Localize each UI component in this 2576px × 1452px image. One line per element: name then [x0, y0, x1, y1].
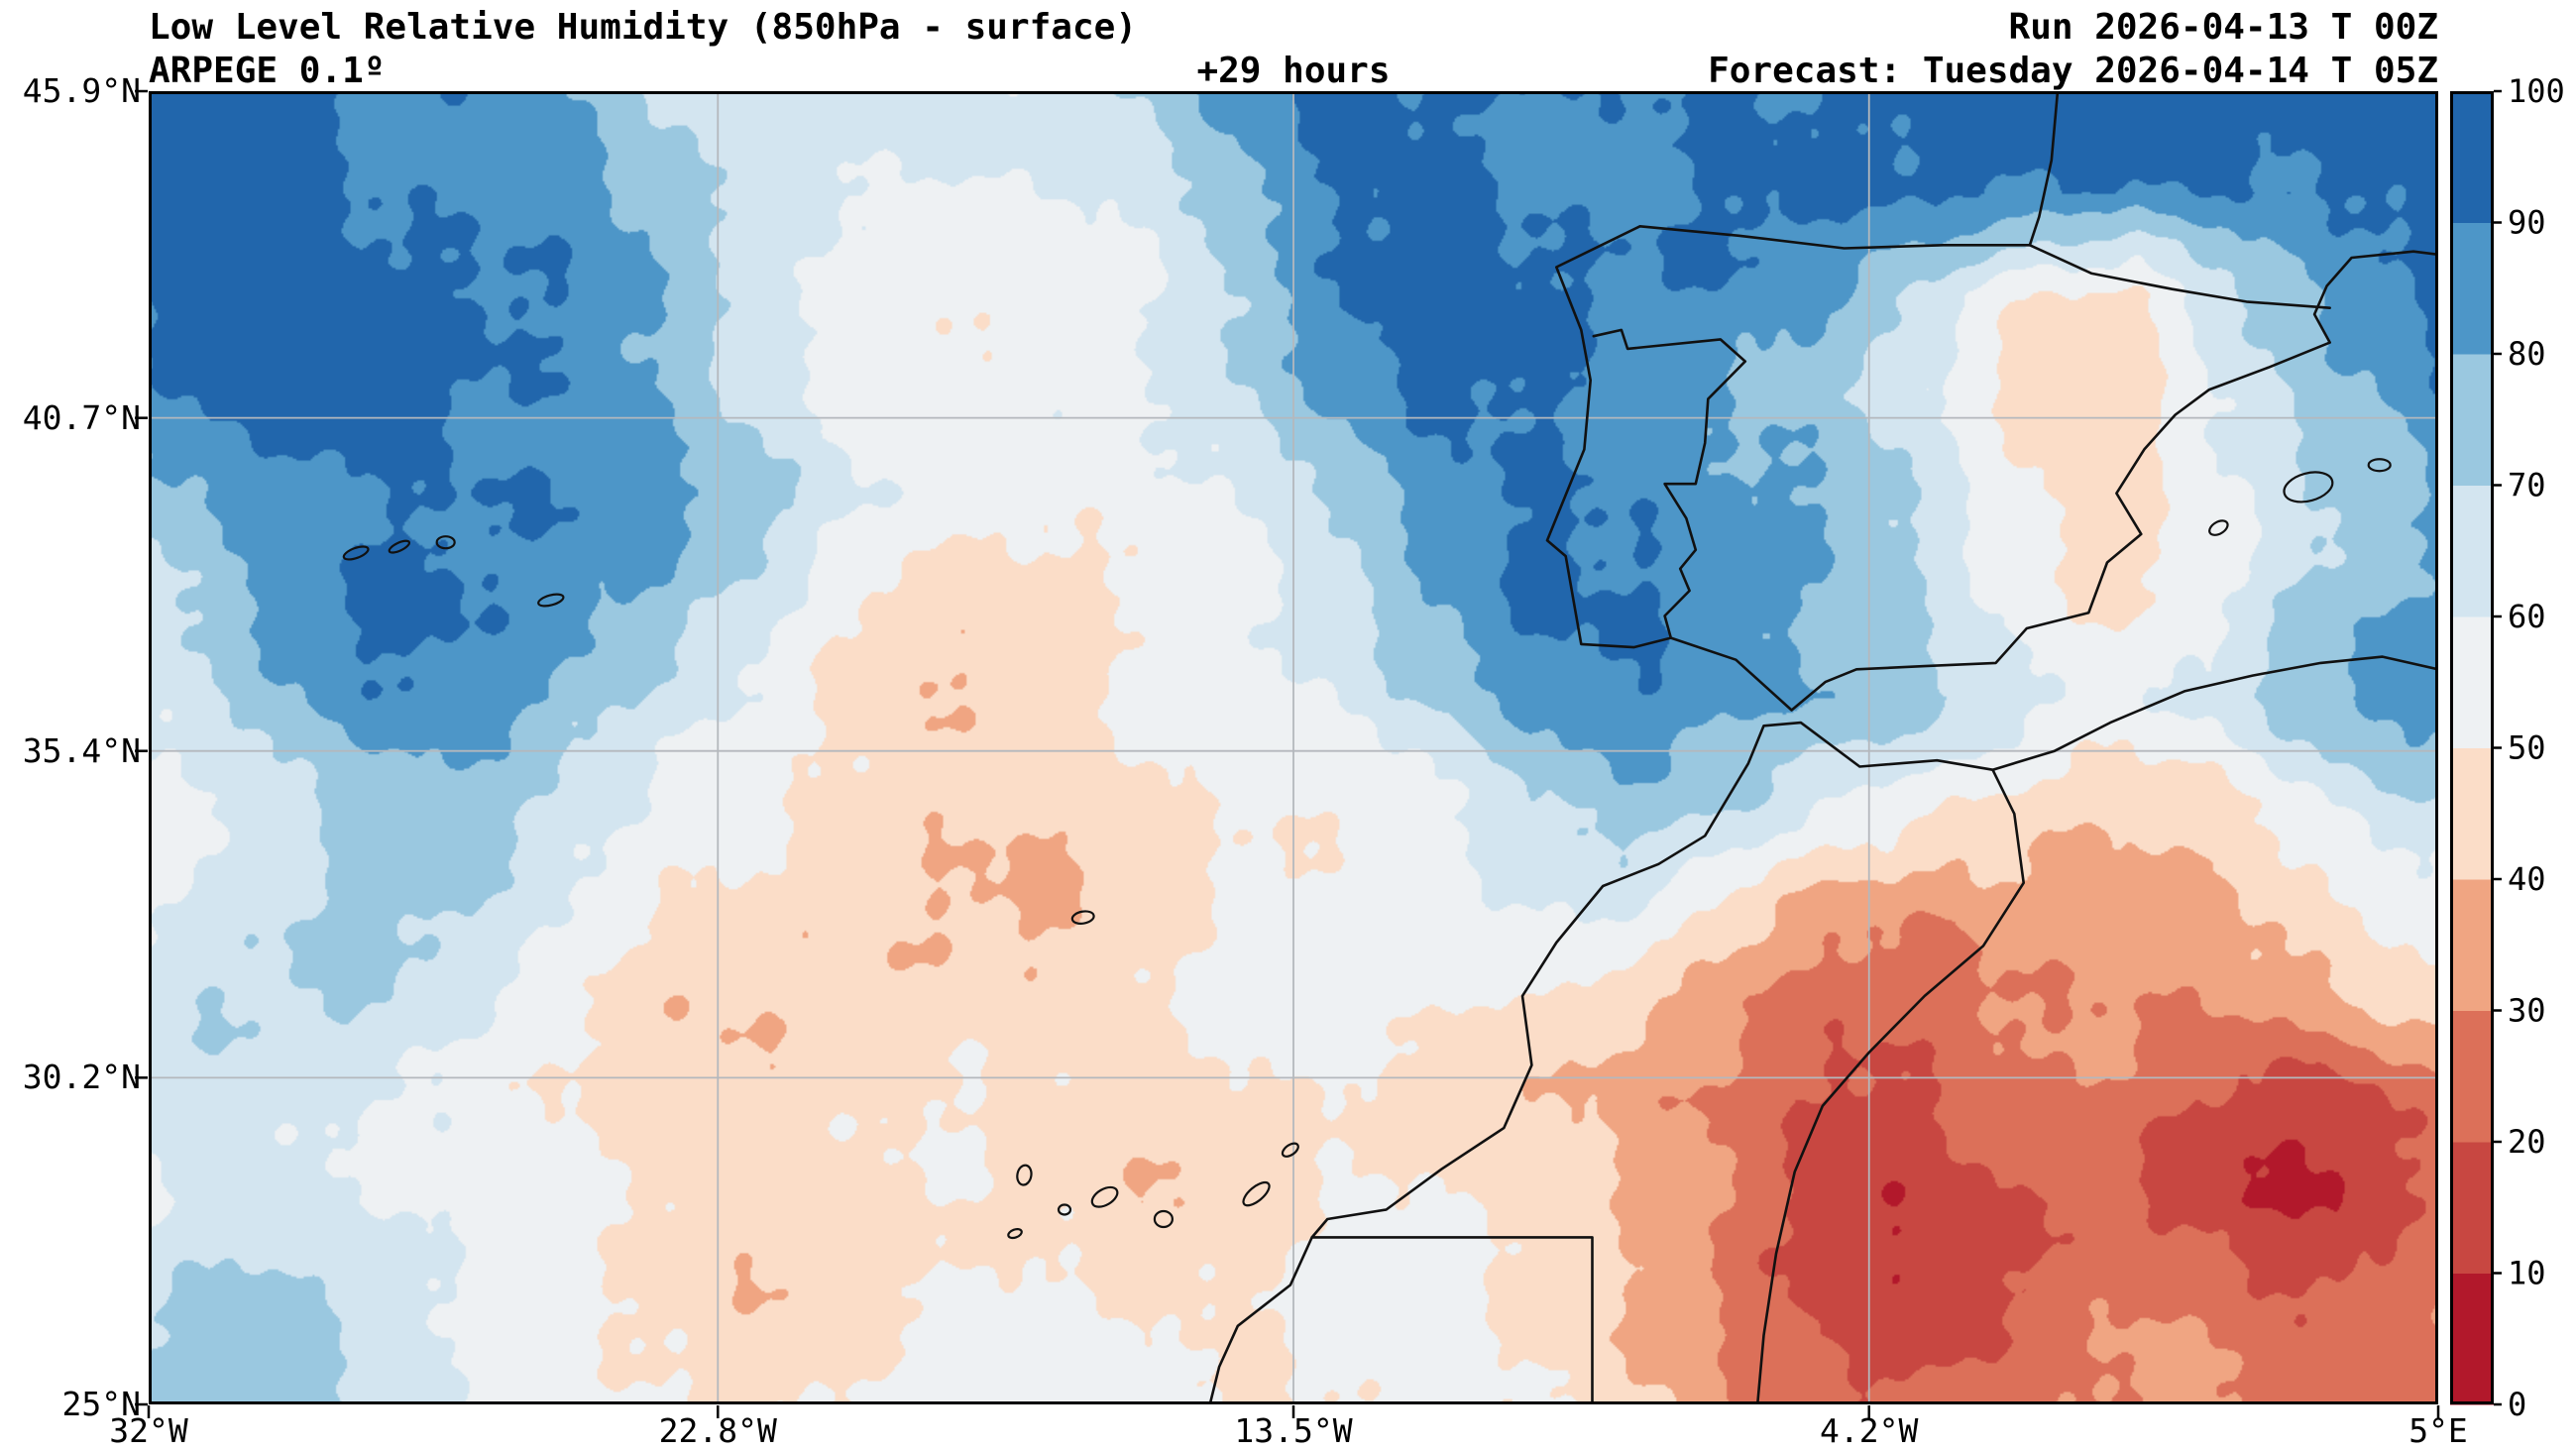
colorbar-band: [2450, 1273, 2494, 1405]
island-outline-azores-sao-jorge: [388, 539, 411, 554]
island-outline-menorca: [2367, 458, 2392, 473]
island-outline-azores-sao-miguel: [537, 593, 565, 608]
y-tick-label: 35.4°N: [22, 730, 141, 770]
island-outline-el-hierro: [1007, 1228, 1023, 1240]
y-tick-label: 40.7°N: [22, 397, 141, 437]
colorbar-tick-label: 30: [2508, 992, 2546, 1030]
island-outline-azores-faial: [342, 545, 370, 561]
colorbar-tick-label: 0: [2508, 1386, 2526, 1423]
run-datetime-label: Run 2026-04-13 T 00Z: [2008, 7, 2438, 48]
coastline-overlay: [149, 91, 2438, 1404]
colorbar-band: [2450, 1142, 2494, 1274]
chart-title: Low Level Relative Humidity (850hPa - su…: [149, 7, 1137, 48]
colorbar-band: [2450, 222, 2494, 355]
colorbar-band: [2450, 747, 2494, 880]
x-tick-label: 32°W: [109, 1411, 188, 1450]
forecast-datetime-label: Forecast: Tuesday 2026-04-14 T 05Z: [1708, 51, 2438, 91]
y-tick-label: 45.9°N: [22, 71, 141, 110]
colorbar-band: [2450, 1010, 2494, 1143]
colorbar-band: [2450, 616, 2494, 748]
island-outline-gran-canaria: [1153, 1209, 1174, 1229]
island-outline-mallorca: [2283, 471, 2334, 503]
island-outline-madeira: [1070, 910, 1095, 925]
island-outline-tenerife: [1090, 1185, 1119, 1208]
colorbar-tick-label: 10: [2508, 1255, 2546, 1292]
pyrenees-border-line: [2028, 244, 2331, 309]
y-tick-label: 30.2°N: [22, 1058, 141, 1097]
colorbar-band: [2450, 879, 2494, 1011]
island-outline-ibiza: [2208, 519, 2229, 536]
x-tick-label: 5°E: [2408, 1411, 2468, 1450]
model-label: ARPEGE 0.1º: [149, 51, 386, 91]
y-tick-label: 25°N: [61, 1385, 141, 1423]
island-outline-la-palma: [1016, 1164, 1033, 1186]
portugal-spain-border-line: [1592, 328, 1747, 639]
y-axis-labels: 45.9°N 40.7°N 35.4°N 30.2°N 25°N: [0, 0, 141, 1452]
colorbar: 0 10 20 30 40 50 60 70 80 90 100: [2450, 71, 2576, 1424]
x-tick-label: 13.5°W: [1234, 1411, 1353, 1450]
colorbar-tick-label: 90: [2508, 204, 2546, 242]
x-axis-labels: 32°W 22.8°W 13.5°W 4.2°W 5°E: [0, 1414, 2576, 1452]
colorbar-tick-label: 50: [2508, 729, 2546, 767]
iberia-france-line: [1545, 91, 2438, 712]
colorbar-svg: 0 10 20 30 40 50 60 70 80 90 100: [2450, 72, 2565, 1423]
colorbar-tick-label: 100: [2508, 72, 2565, 110]
island-outline-la-gomera: [1057, 1203, 1072, 1216]
africa-coast-line: [1208, 655, 2438, 1404]
plot-frame: [149, 91, 2438, 1404]
island-outline-azores-terceira: [435, 535, 456, 550]
western-sahara-border-line: [1310, 1236, 1594, 1404]
colorbar-tick-label: 40: [2508, 860, 2546, 898]
colorbar-band: [2450, 91, 2494, 223]
x-tick-label: 4.2°W: [1820, 1411, 1919, 1450]
lead-time-label: +29 hours: [1196, 51, 1391, 91]
colorbar-tick-label: 60: [2508, 598, 2546, 635]
island-outline-fuerteventura: [1242, 1180, 1271, 1207]
colorbar-tick-label: 20: [2508, 1123, 2546, 1161]
colorbar-band: [2450, 354, 2494, 486]
colorbar-frame: [2450, 91, 2494, 1404]
morocco-algeria-border-line: [1755, 768, 2025, 1404]
colorbar-tick-label: 70: [2508, 467, 2546, 504]
x-tick-label: 22.8°W: [658, 1411, 777, 1450]
colorbar-band: [2450, 485, 2494, 617]
map-plot-area: [149, 91, 2438, 1404]
island-outline-lanzarote: [1281, 1142, 1299, 1158]
colorbar-tick-label: 80: [2508, 335, 2546, 373]
